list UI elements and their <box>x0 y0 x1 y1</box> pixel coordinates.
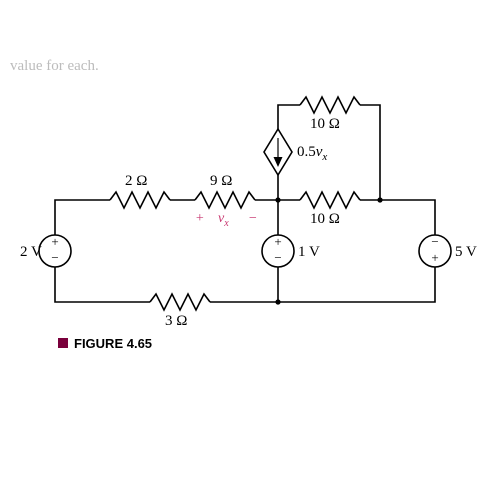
r-mid-right-label: 10 Ω <box>310 211 340 227</box>
wire <box>360 200 435 235</box>
r-top-mid-label: 9 Ω <box>210 173 232 189</box>
wire <box>360 105 380 200</box>
node-dot <box>377 197 382 202</box>
wire <box>55 267 150 302</box>
vx-plus: + <box>195 211 204 226</box>
svg-text:+: + <box>51 234 58 249</box>
resistor-bottom <box>150 294 210 310</box>
dep-current-source <box>264 129 292 175</box>
vsource-left-label: 2 V <box>20 244 42 260</box>
wire <box>278 105 300 129</box>
resistor-top-mid <box>195 192 255 208</box>
wire <box>55 200 110 235</box>
resistor-mid-right <box>300 192 360 208</box>
resistor-upper-right <box>300 97 360 113</box>
vsource-mid-label: 1 V <box>298 244 320 260</box>
r-bottom-label: 3 Ω <box>165 313 187 329</box>
vx-minus: − <box>248 211 257 226</box>
circuit-diagram: value for each. 10 Ω 0.5vx 2 Ω 9 Ω + vx … <box>0 0 503 503</box>
ghost-header: value for each. <box>10 58 99 74</box>
r-upper-right-label: 10 Ω <box>310 116 340 132</box>
vsource-right: − + <box>419 234 451 267</box>
dep-source-label: 0.5vx <box>297 144 327 163</box>
figure-marker <box>58 338 68 348</box>
r-top-left-label: 2 Ω <box>125 173 147 189</box>
svg-text:+: + <box>274 234 281 249</box>
svg-text:−: − <box>51 250 58 265</box>
svg-text:−: − <box>431 234 438 249</box>
resistor-top-left <box>110 192 170 208</box>
svg-text:+: + <box>431 250 438 265</box>
vx-symbol: vx <box>218 211 229 229</box>
vsource-mid: + − <box>262 234 294 267</box>
vsource-left: + − <box>39 234 71 267</box>
figure-label: FIGURE 4.65 <box>74 336 152 351</box>
wire <box>278 267 435 302</box>
svg-text:−: − <box>274 250 281 265</box>
vsource-right-label: 5 V <box>455 244 477 260</box>
